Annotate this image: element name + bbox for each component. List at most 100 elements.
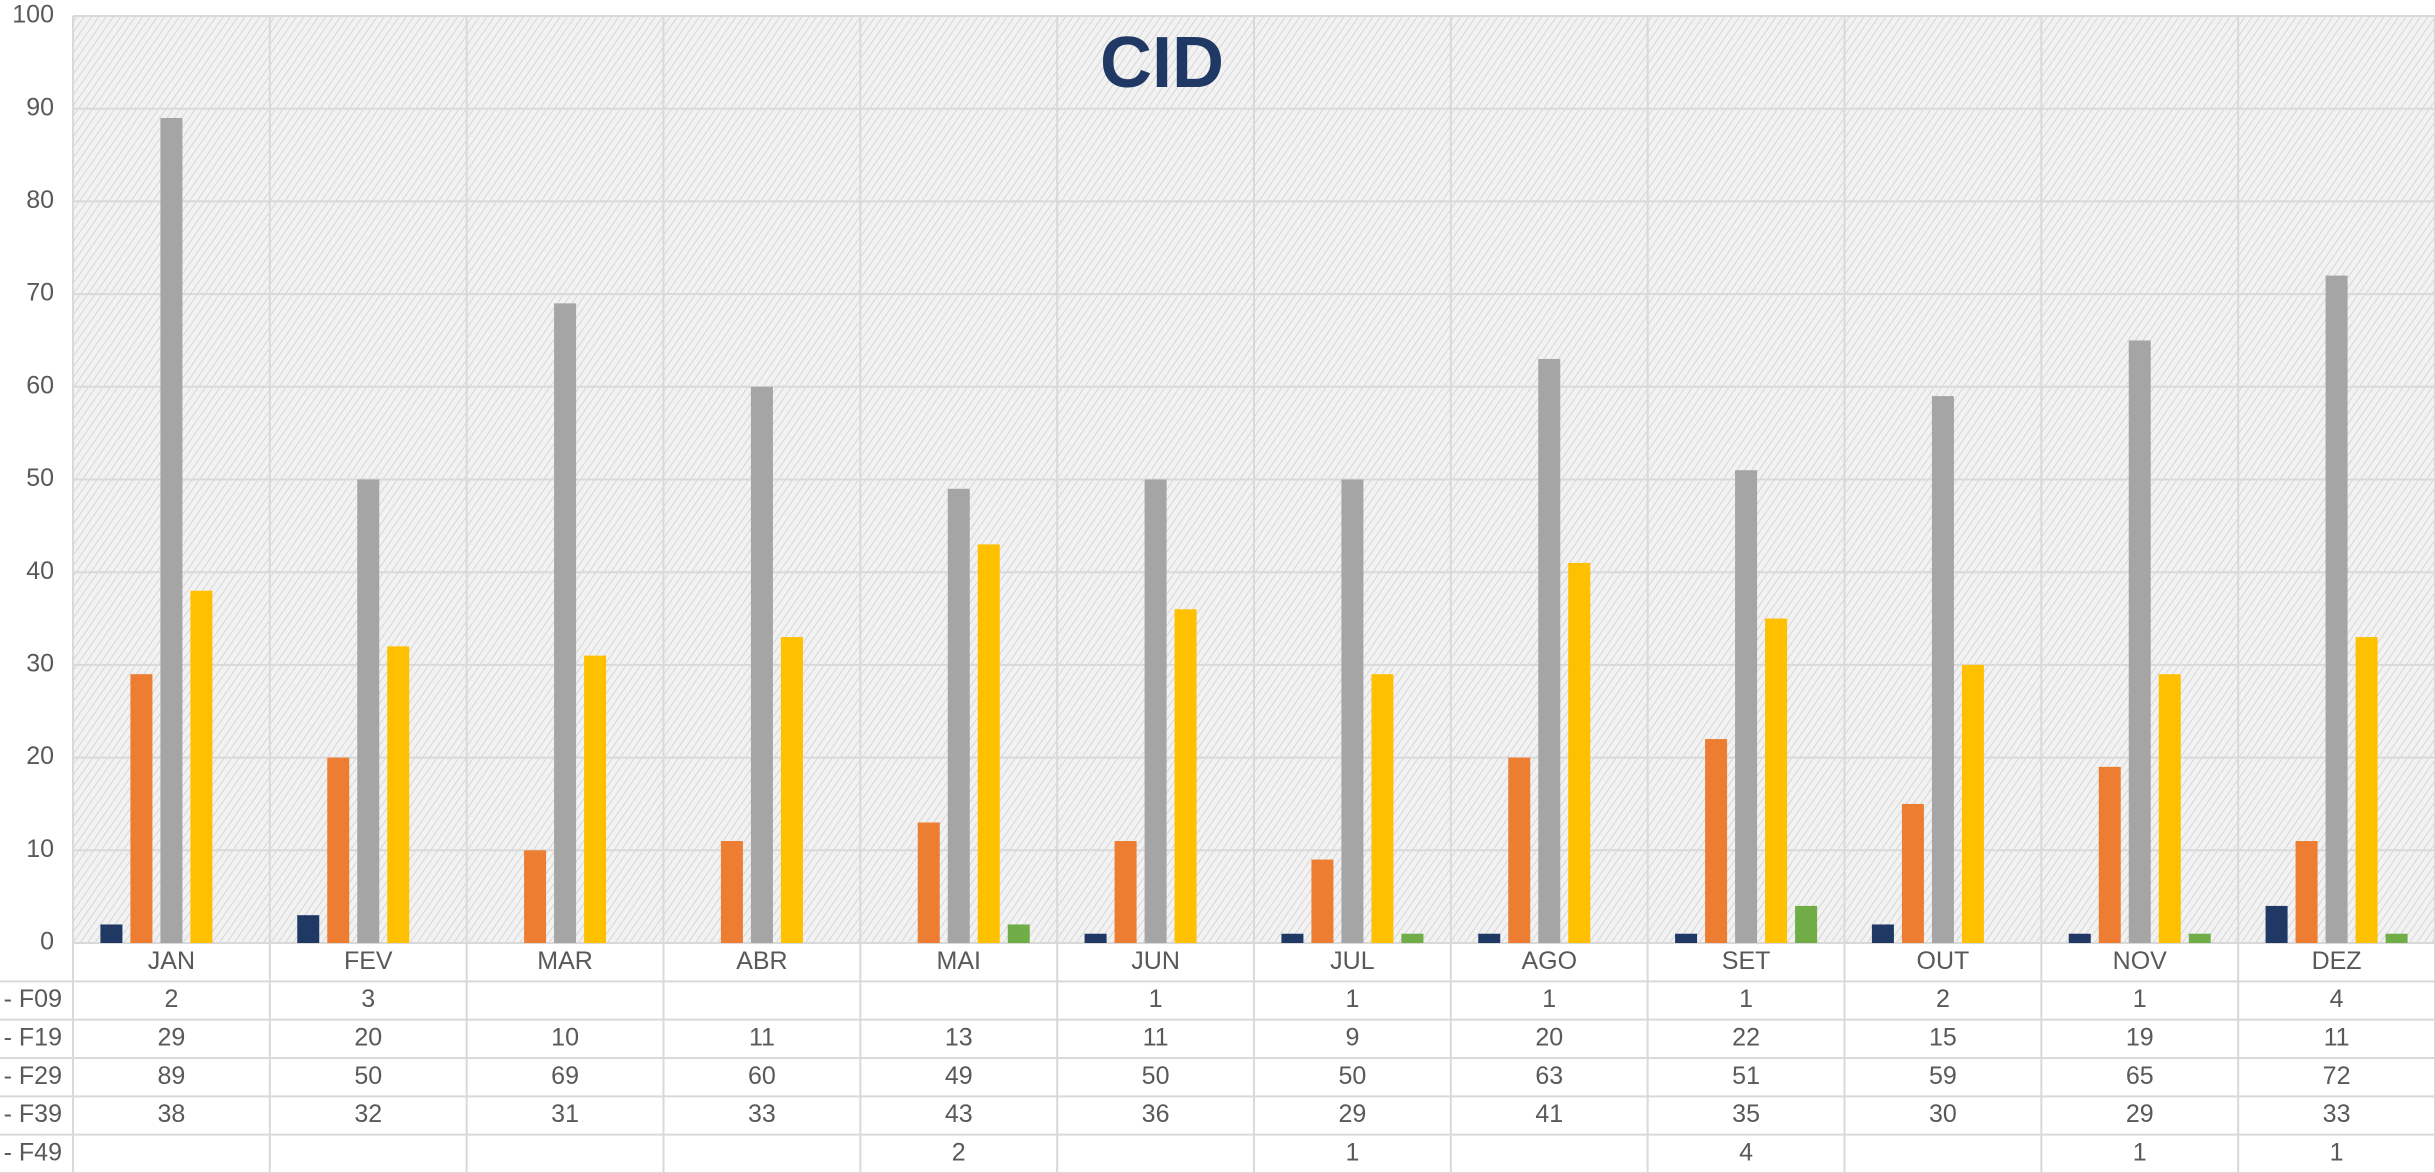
y-tick-label: 20 [26, 742, 54, 770]
table-cell: 41 [1535, 1100, 1563, 1128]
bar [160, 117, 183, 944]
y-tick-label: 10 [26, 835, 54, 863]
table-cell: 4 [1739, 1138, 1753, 1166]
bar [584, 655, 607, 943]
table-cell: 11 [749, 1023, 775, 1051]
bar [554, 303, 577, 943]
bar [947, 488, 970, 943]
x-tick-label: OUT [1917, 947, 1970, 975]
table-cell: 20 [354, 1023, 382, 1051]
bar [130, 674, 153, 943]
table-cell: 1 [2330, 1138, 2344, 1166]
y-tick-label: 30 [26, 650, 54, 678]
table-cell: 1 [1345, 985, 1359, 1013]
bar [1675, 933, 1698, 943]
y-tick-label: 100 [12, 1, 54, 29]
bar [1341, 479, 1364, 943]
table-cell: 22 [1732, 1023, 1760, 1051]
table-cell: 1 [1149, 985, 1163, 1013]
table-cell: 43 [945, 1100, 973, 1128]
bar [2158, 674, 2181, 943]
bar [1961, 664, 1984, 943]
bar [2068, 933, 2091, 943]
table-cell: 33 [748, 1100, 776, 1128]
x-tick-label: JUN [1131, 947, 1180, 975]
bar [1931, 396, 1954, 943]
x-tick-label: NOV [2113, 947, 2168, 975]
bar [1084, 933, 1107, 943]
table-cell: 59 [1929, 1062, 1957, 1090]
table-cell: 1 [1345, 1138, 1359, 1166]
table-cell: 89 [158, 1062, 186, 1090]
x-tick-label: FEV [344, 947, 393, 975]
table-cell: 69 [551, 1062, 579, 1090]
table-cell: 65 [2126, 1062, 2154, 1090]
x-tick-label: MAI [937, 947, 981, 975]
table-cell: 36 [1142, 1100, 1170, 1128]
bar [190, 590, 213, 943]
chart-title: CID [1100, 23, 1224, 103]
legend-label: - F39 [4, 1100, 62, 1128]
table-cell: 31 [551, 1100, 579, 1128]
bar [977, 544, 1000, 943]
bar [2295, 841, 2318, 943]
table-cell: 1 [2133, 985, 2147, 1013]
table-cell: 2 [164, 985, 178, 1013]
bar [1735, 470, 1758, 943]
y-tick-label: 70 [26, 279, 54, 307]
y-tick-label: 60 [26, 371, 54, 399]
table-cell: 33 [2323, 1100, 2351, 1128]
table-cell: 50 [1142, 1062, 1170, 1090]
table-cell: 63 [1535, 1062, 1563, 1090]
bar [2325, 275, 2348, 943]
bar [2128, 340, 2151, 943]
table-cell: 50 [1339, 1062, 1367, 1090]
bar [387, 646, 410, 943]
legend-label: - F49 [4, 1138, 62, 1166]
table-cell: 3 [361, 985, 375, 1013]
table-cell: 72 [2323, 1062, 2351, 1090]
bar [1311, 859, 1334, 943]
table-cell: 20 [1535, 1023, 1563, 1051]
bar [297, 915, 320, 943]
bar [917, 822, 940, 943]
table-cell: 2 [1936, 985, 1950, 1013]
table-cell: 60 [748, 1062, 776, 1090]
table-cell: 11 [2324, 1023, 2350, 1051]
bar [1174, 609, 1197, 943]
table-cell: 1 [1542, 985, 1556, 1013]
table-cell: 38 [158, 1100, 186, 1128]
bar [1401, 933, 1424, 943]
bar [750, 386, 773, 943]
y-tick-label: 80 [26, 186, 54, 214]
bar [1371, 674, 1394, 943]
bar [1538, 358, 1561, 943]
bar [1765, 618, 1788, 943]
legend-label: - F19 [4, 1023, 62, 1051]
bar [327, 757, 350, 943]
bar [780, 637, 803, 943]
table-cell: 11 [1143, 1023, 1169, 1051]
legend-label: - F29 [4, 1062, 62, 1090]
legend-label: - F09 [4, 985, 62, 1013]
y-tick-label: 90 [26, 93, 54, 121]
x-tick-label: ABR [736, 947, 787, 975]
table-cell: 51 [1732, 1062, 1760, 1090]
table-cell: 29 [2126, 1100, 2154, 1128]
x-tick-label: DEZ [2312, 947, 2362, 975]
table-cell: 29 [1339, 1100, 1367, 1128]
table-cell: 1 [1739, 985, 1753, 1013]
y-tick-label: 50 [26, 464, 54, 492]
bar [1568, 562, 1591, 943]
bar [1871, 924, 1894, 943]
bar [1508, 757, 1531, 943]
bar [1705, 739, 1728, 943]
y-tick-label: 40 [26, 557, 54, 585]
bar [1007, 924, 1030, 943]
bar [1795, 905, 1818, 943]
table-cell: 15 [1929, 1023, 1957, 1051]
table-cell: 35 [1732, 1100, 1760, 1128]
bar [357, 479, 380, 943]
